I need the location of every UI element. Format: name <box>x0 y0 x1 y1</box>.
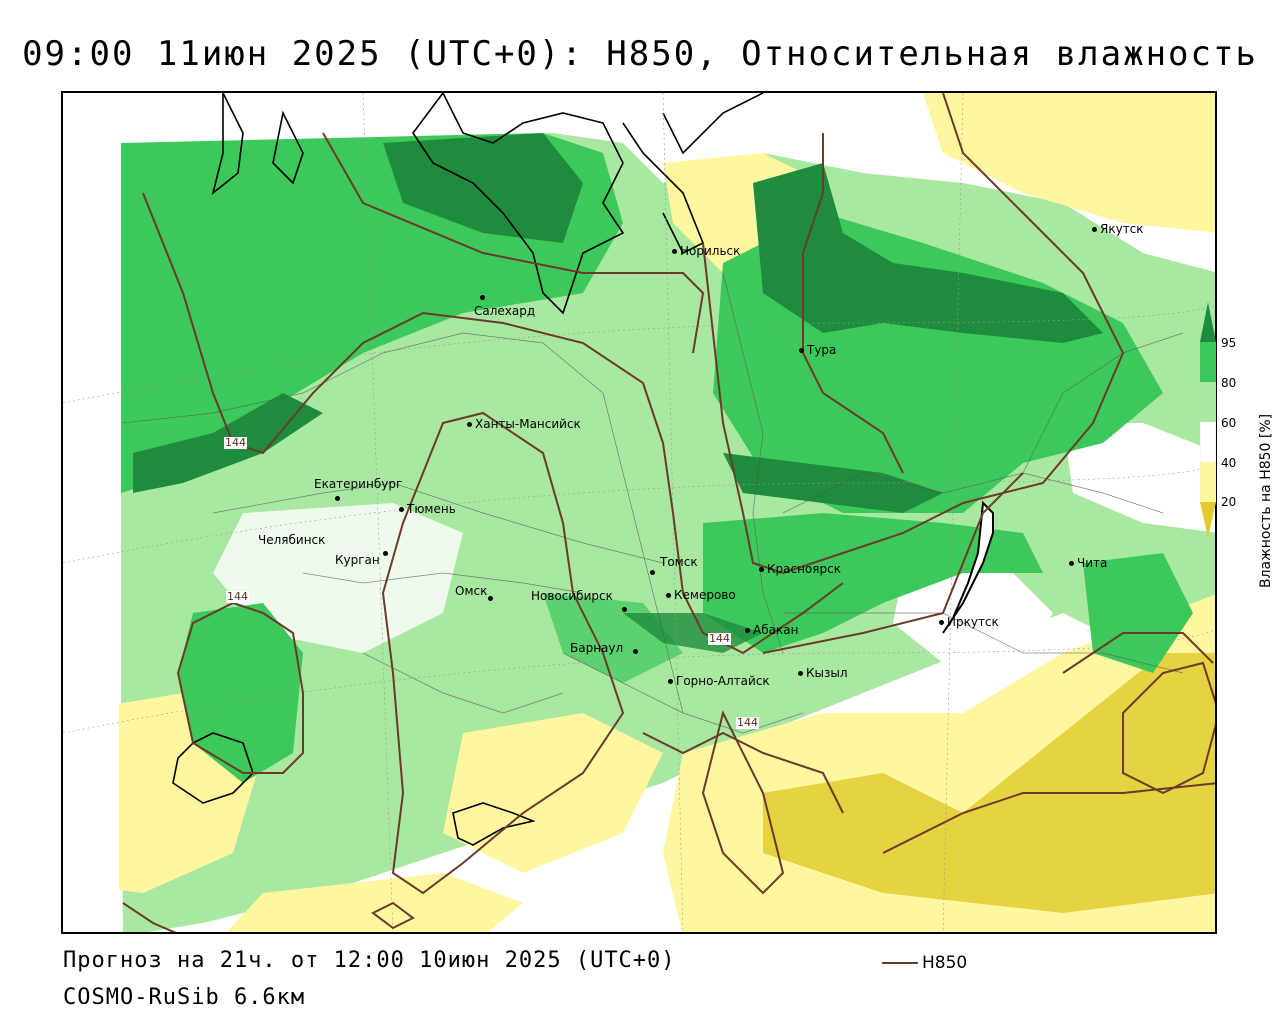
h850-isoline <box>882 782 1215 854</box>
h850-isoline <box>122 902 177 932</box>
humidity-zone-80 <box>178 603 303 783</box>
city-norilsk[interactable]: Норильск <box>672 244 740 258</box>
city-irkutsk[interactable]: Иркутск <box>939 615 999 629</box>
boundaries <box>122 272 1184 734</box>
city-salekhard[interactable] <box>480 290 488 304</box>
city-gorno-altaysk[interactable]: Горно-Алтайск <box>668 674 770 688</box>
humidity-zone-80 <box>1083 553 1193 673</box>
ocean <box>119 93 413 145</box>
city-novosibirsk-label: Новосибирск <box>531 589 613 603</box>
humidity-zone-40 <box>213 503 463 653</box>
city-abakan[interactable]: Абакан <box>745 623 798 637</box>
coastline <box>211 93 764 315</box>
h850-isoline <box>381 411 625 895</box>
h850-isoline <box>762 472 1024 654</box>
city-yakutsk[interactable]: Якутск <box>1092 222 1144 236</box>
city-novosibirsk[interactable] <box>622 602 630 616</box>
h850-legend-line <box>882 962 918 964</box>
city-dot <box>666 593 671 598</box>
h850-isoline <box>371 901 415 930</box>
isoline-label: 144 <box>736 716 759 729</box>
city-chelyabinsk-label: Челябинск <box>258 533 326 547</box>
city-kemerovo[interactable]: Кемерово <box>666 588 736 602</box>
h850-isoline <box>322 132 705 354</box>
city-dot <box>668 679 673 684</box>
h850-isoline <box>176 601 304 774</box>
page-title: 09:00 11июн 2025 (UTC+0): H850, Относите… <box>22 34 1258 74</box>
colorbar-tick: 95 <box>1221 336 1237 350</box>
colorbar-cap-bottom <box>1200 502 1216 538</box>
lake-baikal <box>942 500 994 634</box>
city-dot <box>335 496 340 501</box>
city-dot <box>467 422 472 427</box>
city-dot <box>488 596 493 601</box>
city-tomsk[interactable] <box>650 565 658 579</box>
city-kurgan[interactable] <box>383 546 391 560</box>
aral-sea <box>452 802 536 846</box>
humidity-zone-95 <box>383 133 583 243</box>
model-info: COSMO-RuSib 6.6км <box>63 985 306 1010</box>
h850-isoline <box>1062 632 1214 674</box>
city-khanty-mansiysk[interactable]: Ханты-Мансийск <box>467 417 581 431</box>
city-dot <box>1069 561 1074 566</box>
city-dot <box>383 551 388 556</box>
city-dot <box>672 249 677 254</box>
city-salekhard-label: Салехард <box>474 304 536 318</box>
city-dot <box>622 607 627 612</box>
h850-isoline <box>701 710 785 895</box>
colorbar-tick: 80 <box>1221 376 1237 390</box>
city-dot <box>399 507 404 512</box>
city-dot <box>480 295 485 300</box>
city-tura[interactable]: Тура <box>799 343 836 357</box>
city-kyzyl[interactable]: Кызыл <box>798 666 848 680</box>
city-dot <box>798 671 803 676</box>
city-omsk[interactable] <box>488 591 496 605</box>
city-krasnoyarsk[interactable]: Красноярск <box>759 562 841 576</box>
city-barnaul[interactable] <box>633 644 641 658</box>
city-dot <box>650 570 655 575</box>
humidity-zone-10 <box>763 653 1215 913</box>
city-dot <box>799 348 804 353</box>
humidity-zone-20 <box>923 93 1215 233</box>
city-dot <box>939 620 944 625</box>
h850-isoline <box>802 133 904 474</box>
h850-legend-label: H850 <box>922 953 968 973</box>
isoline-label: 144 <box>708 632 731 645</box>
city-barnaul-label: Барнаул <box>570 641 624 655</box>
colorbar-label: Влажность на H850 [%] <box>1258 413 1274 588</box>
city-ekaterinburg[interactable] <box>335 491 343 505</box>
city-omsk-label: Омск <box>455 584 488 598</box>
city-dot <box>745 628 750 633</box>
city-dot <box>633 649 638 654</box>
city-tyumen[interactable]: Тюмень <box>399 502 456 516</box>
colorbar-tick: 20 <box>1221 495 1237 509</box>
h850-isoline <box>1122 661 1215 795</box>
humidity-colorbar <box>1200 302 1216 538</box>
humidity-map <box>63 93 1215 932</box>
map-panel[interactable]: 144 144 144 144 Норильск Якутск Салехард… <box>61 91 1217 934</box>
city-chita[interactable]: Чита <box>1069 556 1107 570</box>
humidity-zone-95 <box>753 163 1103 343</box>
forecast-info: Прогноз на 21ч. от 12:00 10июн 2025 (UTC… <box>63 948 676 973</box>
humidity-zone-80 <box>703 513 1043 653</box>
city-tomsk-label: Томск <box>660 555 698 569</box>
isoline-label: 144 <box>226 590 249 603</box>
caspian-sea <box>172 732 254 804</box>
humidity-zone-40 <box>1063 423 1215 533</box>
colorbar-tick: 40 <box>1221 456 1237 470</box>
ocean <box>63 93 119 932</box>
city-dot <box>1092 227 1097 232</box>
city-ekaterinburg-label: Екатеринбург <box>314 477 403 491</box>
h850-isoline <box>702 93 1125 575</box>
isoline-label: 144 <box>224 436 247 449</box>
city-dot <box>759 567 764 572</box>
colorbar-cap-top <box>1200 302 1216 342</box>
h850-isoline <box>642 731 844 814</box>
humidity-zone-20 <box>226 873 523 932</box>
humidity-zone-40 <box>893 563 1053 663</box>
city-kurgan-label: Курган <box>335 553 380 567</box>
colorbar-tick: 60 <box>1221 416 1237 430</box>
